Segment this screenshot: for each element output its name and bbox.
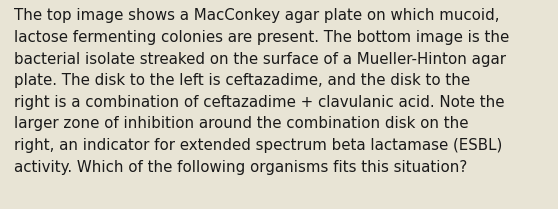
Text: The top image shows a MacConkey agar plate on which mucoid,
lactose fermenting c: The top image shows a MacConkey agar pla… (14, 8, 509, 175)
